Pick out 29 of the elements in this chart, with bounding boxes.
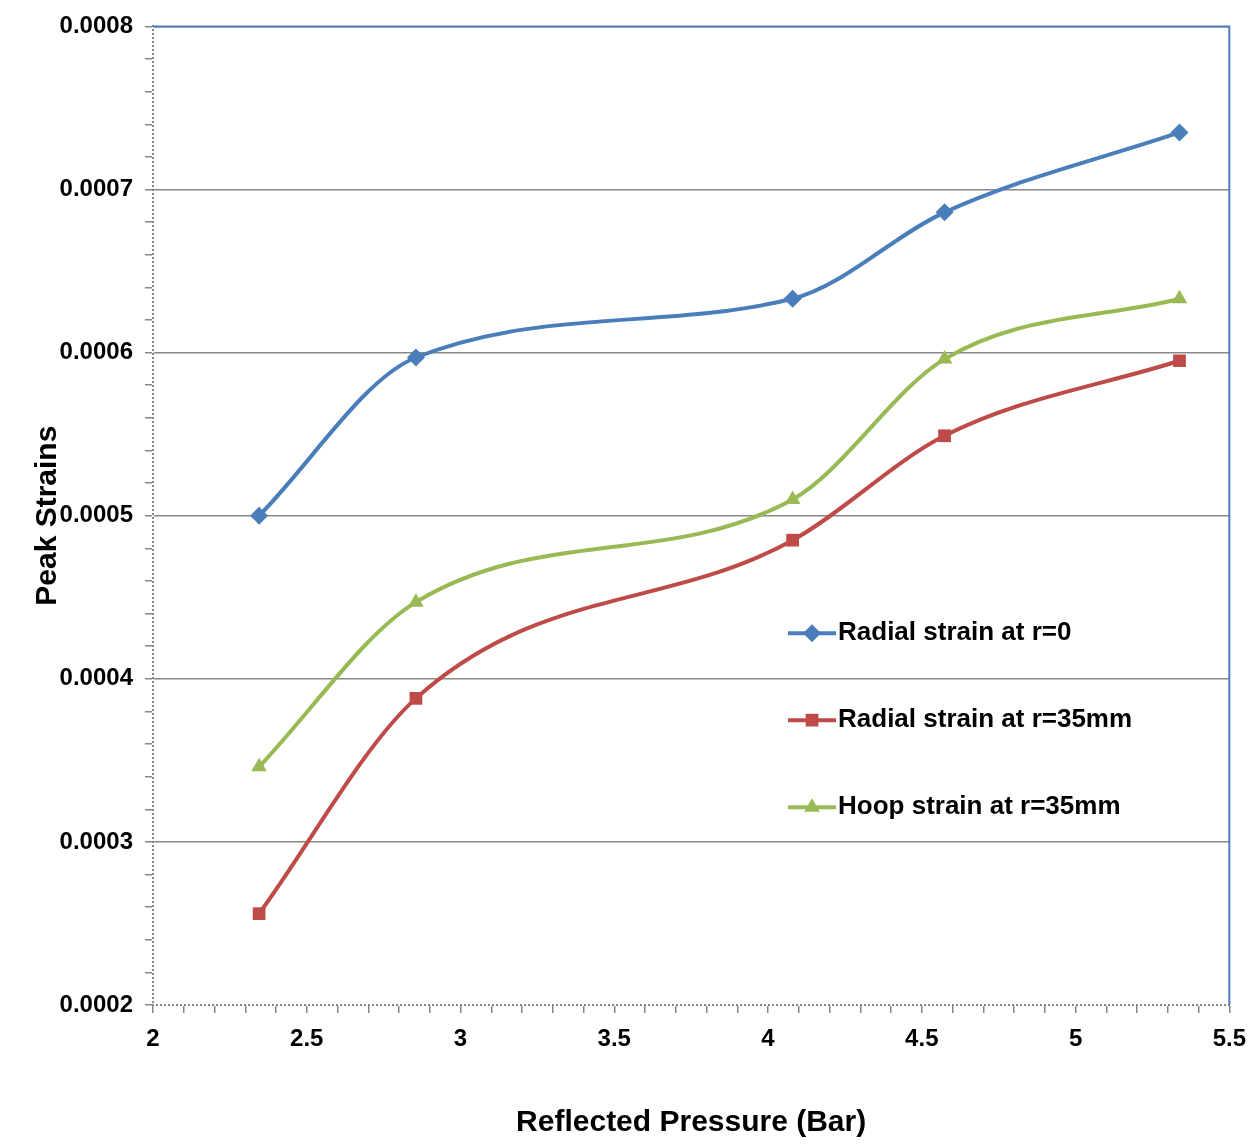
point: [786, 533, 800, 547]
y-tick-label: 0.0004: [59, 663, 134, 691]
point: [406, 348, 425, 367]
y-tick-label: 0.0003: [59, 826, 133, 854]
y-tick-label: 0.0006: [59, 337, 133, 365]
point: [408, 593, 424, 607]
point: [252, 907, 266, 921]
x-tick-label: 5: [1068, 1024, 1083, 1052]
point: [1173, 354, 1186, 368]
y-tick-label: 0.0007: [59, 174, 133, 202]
x-tick-label: 3.5: [597, 1024, 631, 1052]
point: [783, 289, 802, 308]
legend-label: Radial strain at r=0: [838, 616, 1072, 647]
point: [935, 203, 954, 222]
x-tick-label: 2: [146, 1024, 160, 1052]
legend-label: Radial strain at r=35mm: [838, 703, 1133, 734]
point: [938, 429, 951, 443]
point: [409, 692, 423, 705]
y-tick-label: 0.0002: [59, 989, 133, 1017]
x-tick-label: 3: [453, 1024, 468, 1052]
legend-label: Hoop strain at r=35mm: [838, 790, 1121, 821]
x-tick-label: 2.5: [290, 1024, 324, 1052]
point: [1170, 123, 1189, 142]
x-axis-title: Reflected Pressure (Bar): [516, 1104, 867, 1138]
x-tick-label: 5.5: [1212, 1024, 1247, 1052]
x-tick-label: 4: [761, 1024, 776, 1052]
point: [250, 506, 269, 525]
x-tick-label: 4.5: [905, 1024, 939, 1052]
y-tick-label: 0.0008: [59, 11, 133, 39]
